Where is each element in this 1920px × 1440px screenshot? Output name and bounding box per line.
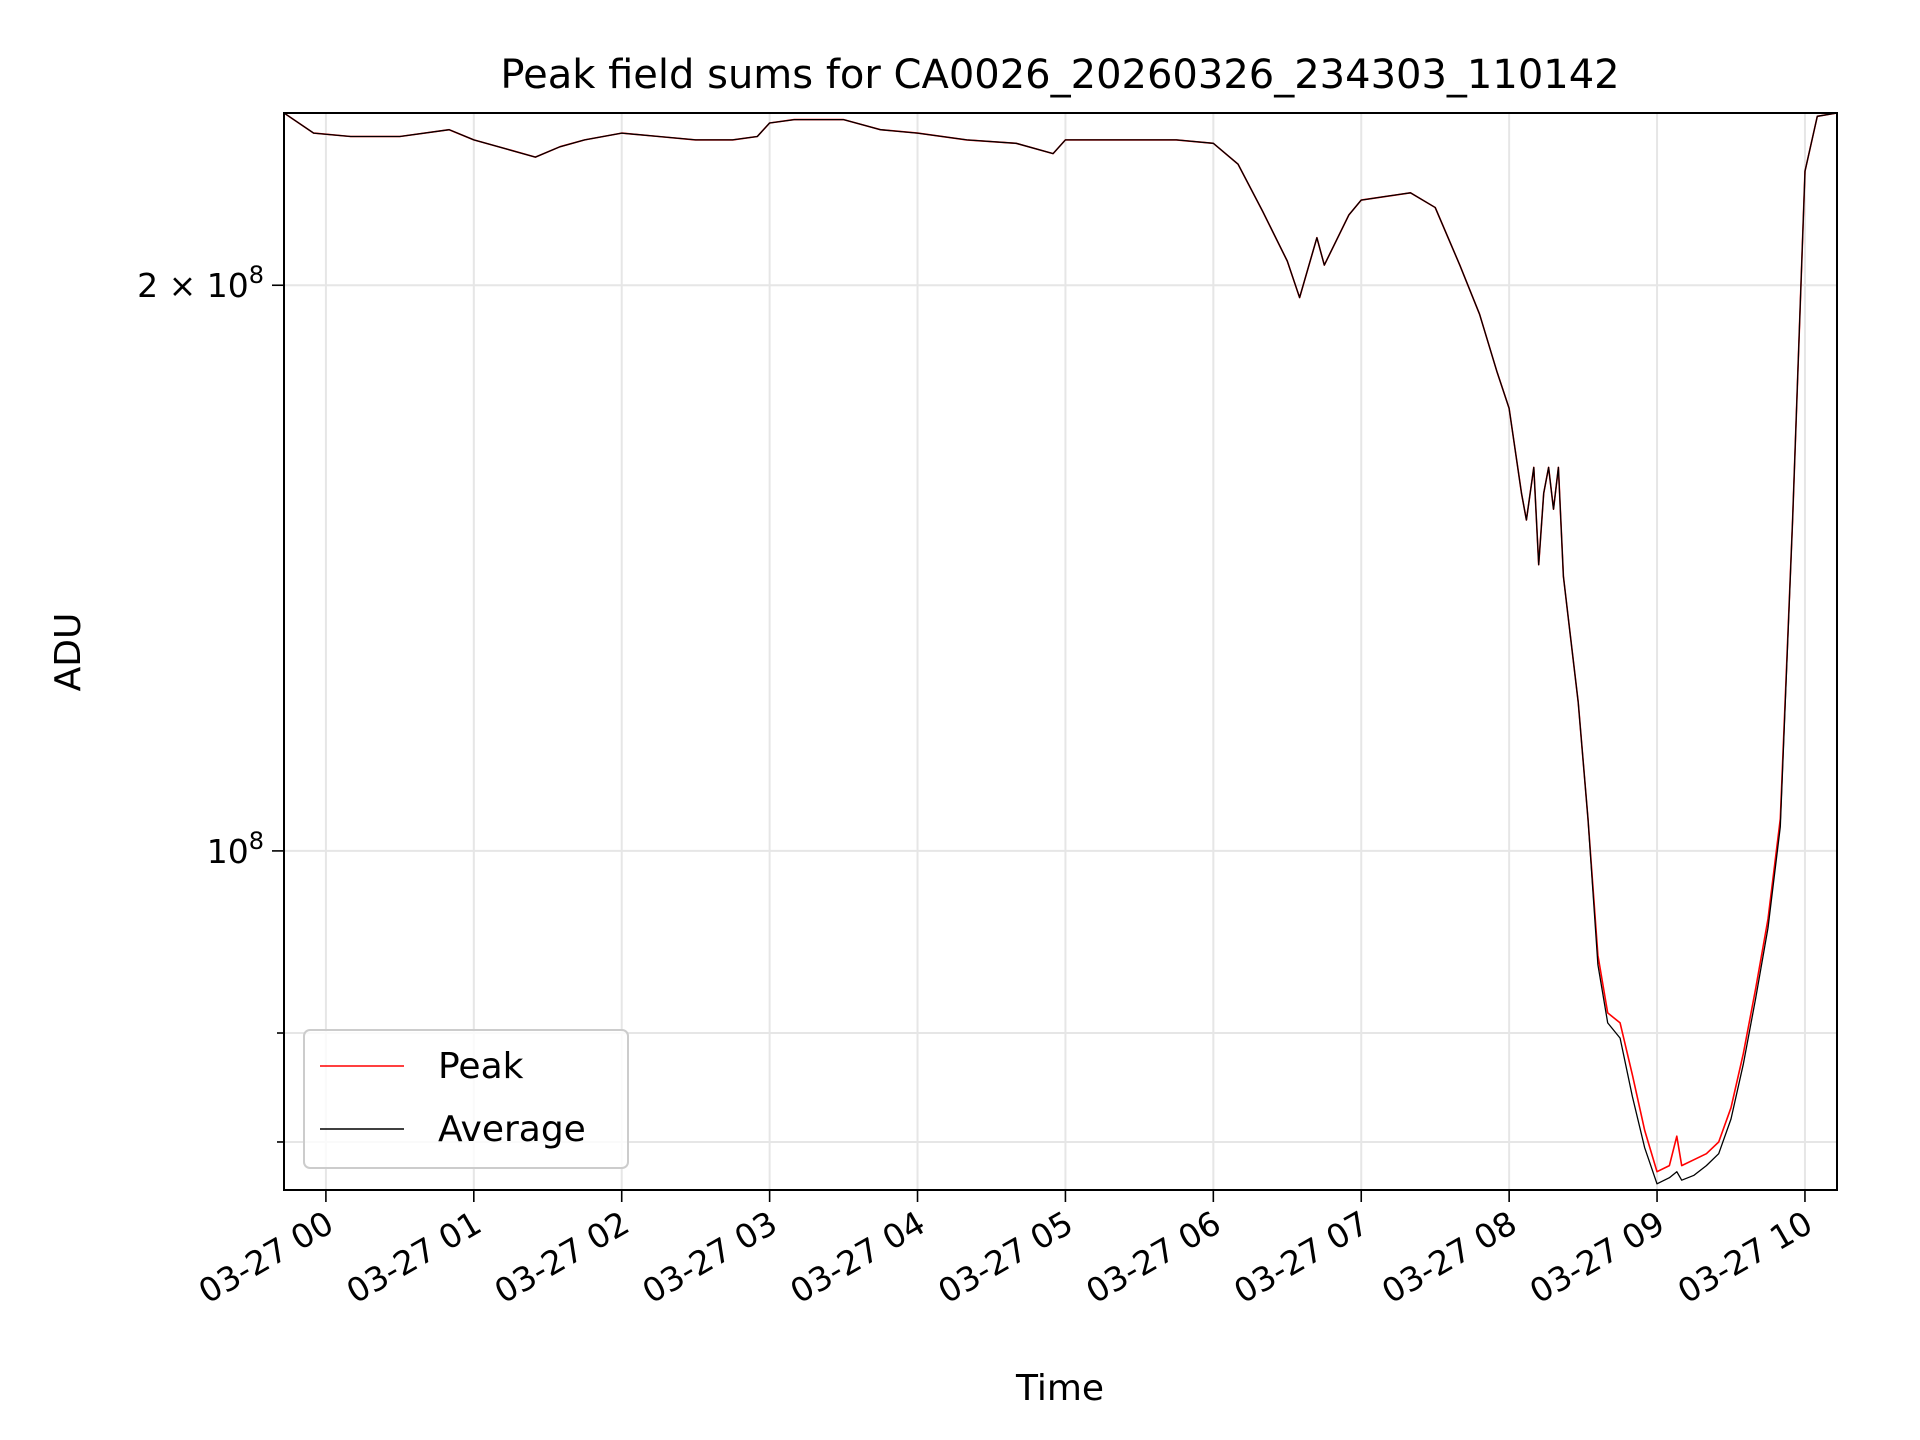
legend-box: [303, 1029, 629, 1169]
legend-label-peak: Peak: [438, 1046, 524, 1087]
y-tick-label: 2 × 108: [137, 261, 264, 305]
chart-title: Peak field sums for CA0026_20260326_2343…: [500, 52, 1619, 98]
x-axis-label: Time: [1015, 1368, 1104, 1409]
series-line-average: [283, 112, 1838, 1185]
axes-frame: [283, 112, 1838, 1191]
legend: Peak Average: [303, 1029, 629, 1169]
legend-label-average: Average: [438, 1109, 586, 1150]
plot-area: [283, 112, 1838, 1185]
y-tick-label: 108: [207, 827, 264, 871]
y-axis-label: ADU: [48, 613, 89, 692]
grid: [284, 113, 1837, 1190]
